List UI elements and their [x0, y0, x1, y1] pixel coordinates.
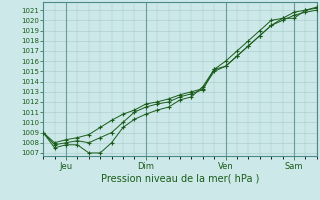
- X-axis label: Pression niveau de la mer( hPa ): Pression niveau de la mer( hPa ): [101, 173, 259, 183]
